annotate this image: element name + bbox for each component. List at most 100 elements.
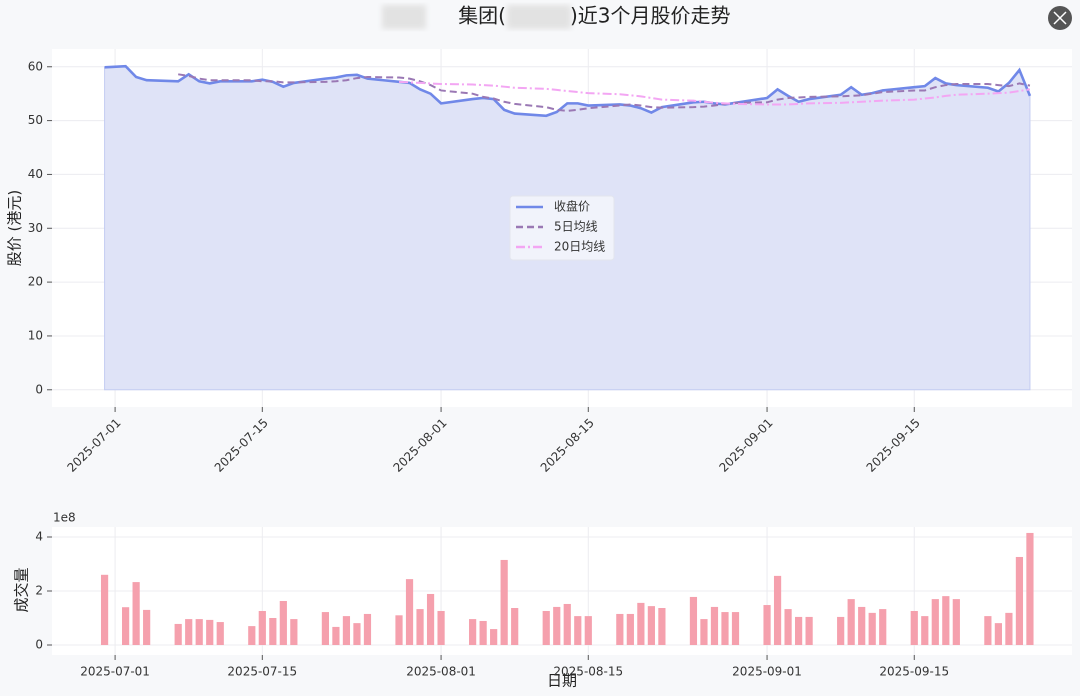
bar bbox=[258, 610, 266, 646]
x-tick-label: 2025-07-01 bbox=[64, 416, 123, 475]
x-tick-label: 2025-07-01 bbox=[80, 665, 150, 679]
bar bbox=[584, 616, 592, 646]
bar bbox=[952, 599, 960, 646]
y-tick-label: 50 bbox=[28, 113, 43, 127]
x-tick-label: 2025-09-01 bbox=[732, 665, 802, 679]
x-axis-label: 日期 bbox=[547, 672, 577, 690]
bar bbox=[563, 603, 571, 646]
bar bbox=[805, 616, 813, 646]
bar bbox=[395, 615, 403, 646]
bar bbox=[700, 619, 708, 646]
x-tick-label: 2025-09-15 bbox=[879, 665, 949, 679]
bar bbox=[185, 619, 193, 646]
x-tick-label: 2025-07-15 bbox=[212, 416, 271, 475]
bar bbox=[794, 616, 803, 646]
legend-label: 收盘价 bbox=[554, 199, 590, 214]
legend-box bbox=[509, 195, 615, 261]
bar bbox=[511, 608, 519, 646]
bar bbox=[921, 616, 929, 646]
bar bbox=[195, 619, 203, 646]
bar bbox=[574, 616, 582, 646]
bar bbox=[647, 606, 655, 646]
bar bbox=[206, 619, 214, 646]
chart-title: 集团( bbox=[458, 4, 506, 28]
bar bbox=[542, 610, 550, 646]
bar bbox=[174, 623, 182, 646]
bar bbox=[122, 607, 130, 646]
bar bbox=[405, 579, 414, 646]
bar bbox=[931, 599, 939, 646]
bar bbox=[721, 612, 729, 646]
bar bbox=[858, 606, 866, 646]
bar bbox=[216, 622, 224, 646]
expand-icon[interactable] bbox=[1048, 6, 1072, 30]
bar bbox=[353, 623, 361, 646]
bar bbox=[710, 606, 719, 646]
y-tick-label: 30 bbox=[28, 221, 43, 235]
bar bbox=[248, 626, 256, 646]
bar bbox=[490, 629, 498, 646]
legend-label: 20日均线 bbox=[554, 240, 605, 254]
y-tick-label: 10 bbox=[28, 328, 43, 342]
bar bbox=[143, 609, 151, 646]
bar bbox=[910, 610, 918, 646]
y-tick-label: 0 bbox=[35, 382, 43, 396]
y-tick-label: 4 bbox=[35, 529, 43, 543]
bar bbox=[100, 574, 109, 646]
redaction bbox=[507, 5, 571, 29]
x-tick-label: 2025-08-15 bbox=[553, 665, 623, 679]
y-axis-label: 成交量 bbox=[13, 567, 31, 612]
bar bbox=[689, 596, 698, 646]
chart-title: )近3个月股价走势 bbox=[570, 4, 731, 28]
y-tick-label: 2 bbox=[35, 584, 43, 598]
bar bbox=[942, 596, 950, 646]
bar bbox=[332, 626, 340, 646]
x-tick-label: 2025-09-01 bbox=[716, 416, 775, 475]
bar bbox=[984, 616, 992, 646]
bar bbox=[868, 612, 876, 646]
y-tick-label: 60 bbox=[28, 59, 43, 73]
bar bbox=[500, 559, 508, 646]
bar bbox=[279, 600, 287, 646]
bar bbox=[132, 582, 140, 646]
bar bbox=[879, 609, 887, 646]
bar bbox=[731, 612, 740, 646]
bar bbox=[658, 608, 666, 646]
line bbox=[178, 73, 1031, 112]
bar bbox=[553, 606, 561, 646]
bar bbox=[637, 602, 645, 646]
bar bbox=[837, 616, 845, 646]
bar bbox=[616, 613, 624, 646]
bar bbox=[290, 619, 298, 646]
x-tick-label: 2025-08-01 bbox=[406, 665, 476, 679]
bar bbox=[363, 613, 372, 646]
redaction bbox=[382, 5, 426, 29]
x-tick-label: 2025-09-15 bbox=[864, 416, 923, 475]
bar bbox=[1005, 612, 1013, 646]
bar bbox=[416, 609, 424, 646]
x-tick-label: 2025-08-15 bbox=[538, 416, 597, 475]
bar bbox=[469, 619, 477, 646]
legend-label: 5日均线 bbox=[554, 220, 598, 234]
bar bbox=[1026, 532, 1034, 646]
bar bbox=[847, 599, 855, 646]
bar bbox=[784, 609, 792, 646]
bar bbox=[773, 575, 782, 646]
y-tick-label: 40 bbox=[28, 167, 43, 181]
x-tick-label: 2025-07-15 bbox=[227, 665, 297, 679]
bar bbox=[437, 610, 445, 646]
line bbox=[398, 80, 1031, 106]
bar bbox=[626, 613, 634, 646]
y-axis-label: 股价 (港元) bbox=[6, 190, 24, 266]
x-tick-label: 2025-08-01 bbox=[390, 416, 449, 475]
bar bbox=[1015, 556, 1024, 646]
y-tick-label: 20 bbox=[28, 275, 43, 289]
y-tick-label: 0 bbox=[35, 638, 43, 652]
bar bbox=[321, 612, 330, 646]
bar bbox=[479, 620, 487, 646]
bar bbox=[342, 616, 351, 646]
legend: 收盘价 5日均线 20日均线 bbox=[509, 195, 615, 261]
bar bbox=[763, 605, 771, 646]
